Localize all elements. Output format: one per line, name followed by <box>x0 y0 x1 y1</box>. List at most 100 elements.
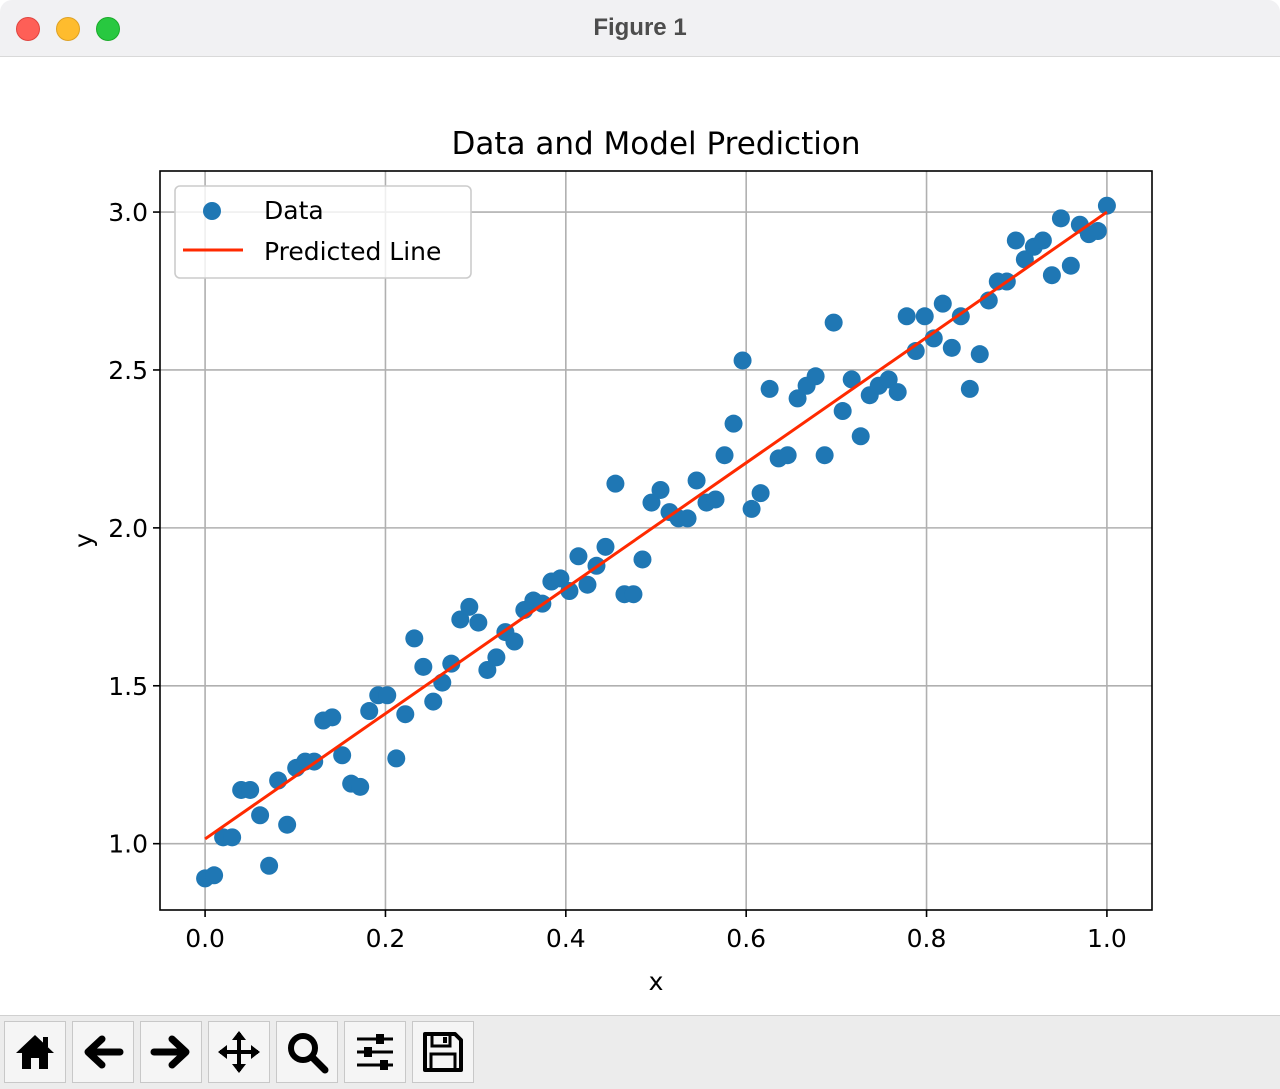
data-point <box>278 815 297 834</box>
data-point <box>424 692 443 711</box>
data-point <box>733 351 752 370</box>
data-point <box>414 657 433 676</box>
home-icon <box>16 1035 54 1069</box>
save-button[interactable] <box>412 1021 474 1083</box>
close-window-button[interactable] <box>16 17 40 41</box>
data-point <box>378 686 397 705</box>
data-point <box>715 446 734 465</box>
data-point <box>1097 196 1116 215</box>
data-point <box>351 777 370 796</box>
x-tick-label: 0.8 <box>907 924 947 953</box>
pan-button[interactable] <box>208 1021 270 1083</box>
data-point <box>360 702 379 721</box>
figure-canvas: 0.0 0.2 0.4 0.6 0.8 1.0 1.0 1.5 2.0 2.5 3.0 Data an… <box>0 57 1280 1015</box>
data-point <box>960 379 979 398</box>
data-point <box>460 597 479 616</box>
floppy-disk-icon <box>423 1032 463 1072</box>
data-point <box>560 582 579 601</box>
data-point <box>933 294 952 313</box>
legend-box <box>174 185 472 279</box>
scatter-chart: 0.0 0.2 0.4 0.6 0.8 1.0 1.0 1.5 2.0 2.5 3.0 Data an… <box>69 126 1153 996</box>
data-point <box>569 547 588 566</box>
data-point <box>970 345 989 364</box>
legend-label-data: Data <box>264 196 324 225</box>
data-point <box>788 389 807 408</box>
data-point <box>642 493 661 512</box>
legend-label-predicted: Predicted Line <box>264 237 441 266</box>
arrow-right-icon <box>150 1035 190 1069</box>
x-tick-label: 0.2 <box>366 924 406 953</box>
data-point <box>596 537 615 556</box>
data-point <box>1088 222 1107 241</box>
data-point <box>433 673 452 692</box>
data-point <box>888 383 907 402</box>
move-icon <box>218 1031 260 1073</box>
data-point <box>1006 231 1025 250</box>
data-point <box>824 313 843 332</box>
data-point <box>505 632 524 651</box>
data-point <box>578 575 597 594</box>
legend-marker-data <box>203 202 221 220</box>
data-point <box>442 654 461 673</box>
y-tick-label: 1.0 <box>108 830 148 859</box>
data-point <box>251 806 270 825</box>
data-point <box>333 746 352 765</box>
data-point <box>405 629 424 648</box>
data-point <box>260 856 279 875</box>
data-point <box>241 780 260 799</box>
y-tick-label: 3.0 <box>108 198 148 227</box>
data-point <box>687 471 706 490</box>
home-button[interactable] <box>4 1021 66 1083</box>
data-point <box>387 749 406 768</box>
data-point <box>1051 209 1070 228</box>
data-point <box>469 613 488 632</box>
data-point <box>778 446 797 465</box>
data-point <box>633 550 652 569</box>
x-tick-label: 1.0 <box>1087 924 1127 953</box>
data-point <box>1061 256 1080 275</box>
maximize-window-button[interactable] <box>96 17 120 41</box>
data-point <box>651 480 670 499</box>
zoom-button[interactable] <box>276 1021 338 1083</box>
data-point <box>487 648 506 667</box>
data-point <box>942 338 961 357</box>
window-titlebar: Figure 1 <box>0 0 1280 57</box>
data-point <box>724 414 743 433</box>
configure-subplots-button[interactable] <box>344 1021 406 1083</box>
window-title: Figure 1 <box>593 14 687 41</box>
y-axis-label: y <box>69 533 98 548</box>
data-point <box>851 427 870 446</box>
data-point <box>706 490 725 509</box>
data-point <box>833 402 852 421</box>
data-point <box>478 660 497 679</box>
data-point <box>897 307 916 326</box>
sliders-icon <box>357 1034 393 1070</box>
data-point <box>915 307 934 326</box>
y-tick-label: 2.0 <box>108 514 148 543</box>
navigation-toolbar <box>0 1015 1280 1089</box>
data-point <box>323 708 342 727</box>
data-point <box>879 370 898 389</box>
data-point <box>806 367 825 386</box>
data-point <box>606 474 625 493</box>
axes-frame <box>159 170 1153 911</box>
search-icon <box>288 1033 329 1074</box>
x-tick-label: 0.4 <box>546 924 586 953</box>
data-point <box>842 370 861 389</box>
y-tick-label: 2.5 <box>108 356 148 385</box>
data-point <box>205 866 224 885</box>
minimize-window-button[interactable] <box>56 17 80 41</box>
predicted-line <box>204 210 1108 841</box>
data-point <box>678 509 697 528</box>
data-point <box>396 705 415 724</box>
data-point <box>815 446 834 465</box>
data-point <box>742 499 761 518</box>
back-button[interactable] <box>72 1021 134 1083</box>
data-point <box>1033 231 1052 250</box>
data-point <box>751 484 770 503</box>
data-point <box>451 610 470 629</box>
data-point <box>551 569 570 588</box>
arrow-left-icon <box>84 1035 124 1069</box>
forward-button[interactable] <box>140 1021 202 1083</box>
chart-title: Data and Model Prediction <box>452 126 861 162</box>
